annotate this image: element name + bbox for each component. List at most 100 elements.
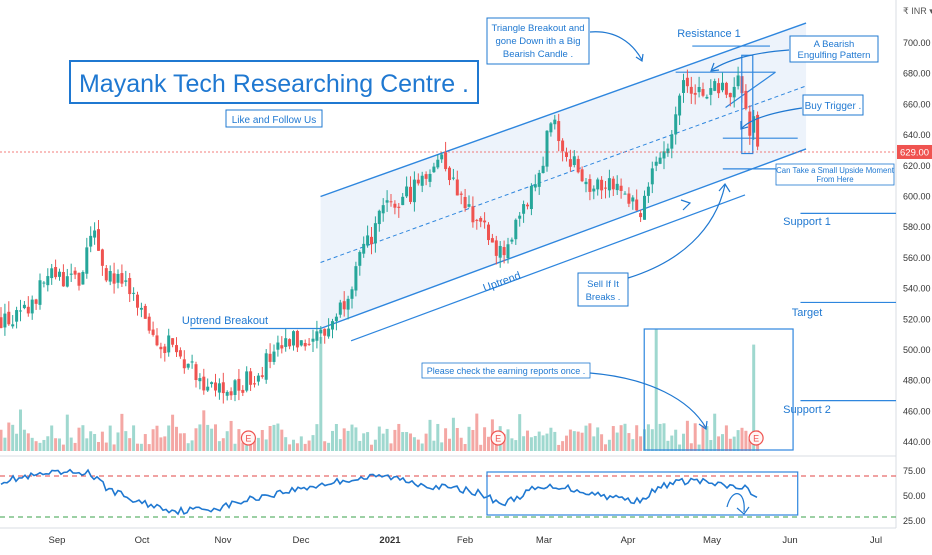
volume-bar [463,444,467,451]
volume-bar [50,425,54,451]
volume-bar [194,428,198,451]
follow-box[interactable] [225,109,323,128]
volume-bar [580,432,584,451]
candle-body [490,238,494,243]
volume-bar [198,424,202,451]
candle-body [748,111,752,136]
volume-bar [607,439,611,451]
earnings-volume-box[interactable] [643,328,794,451]
volume-bar [229,420,233,451]
uptrend-arrow-line[interactable] [350,194,746,342]
sell-note-line-2: Breaks . [586,292,621,303]
candle-body [432,166,436,173]
price-tick-label: 680.00 [903,69,931,79]
earnings-marker-label[interactable]: E [245,434,251,444]
earnings-marker[interactable]: E [240,430,257,446]
oscillator-line [0,468,758,516]
candle-body [42,282,46,284]
candle-body [272,351,276,362]
candle-body [463,196,467,209]
price-tick-label: 640.00 [903,130,931,140]
brand-title: Mayank Tech Researching Centre . [79,70,469,98]
currency-label[interactable]: ₹ INR ▾ [903,6,932,16]
price-axis[interactable]: 700.00 680.00 660.00 640.00 620.00 600.00 580.… [903,38,931,447]
earnings-marker[interactable]: E [490,430,506,446]
volume-bar [685,420,689,451]
price-tick-label: 520.00 [903,314,931,324]
volume-bar [604,444,607,451]
oscillator-range-box[interactable] [486,471,799,516]
volume-bar [748,439,752,451]
candle-body [533,184,537,188]
volume-bar [678,444,682,451]
candle-body [397,206,401,208]
volume-bar [186,443,190,451]
volume-bar [38,442,42,451]
candle-body [159,346,163,350]
volume-bar [136,443,139,451]
channel-lower-line[interactable] [320,148,807,330]
volume-bar [276,423,280,451]
channel-mid-line[interactable] [320,85,807,263]
bearish-note-box [789,35,879,63]
bearish-note-arrow [711,49,790,71]
volume-bar [697,444,701,451]
earnings-marker-label[interactable]: E [495,434,501,444]
uptrend-arrowhead [680,199,692,211]
volume-bar [342,428,346,451]
candle-body [373,223,377,244]
price-tick-label: 580.00 [903,222,931,232]
volume-bar [210,428,214,451]
earnings-marker-label[interactable]: E [753,434,759,444]
candle-body [132,292,136,294]
channel-upper-line[interactable] [320,22,807,198]
candle-body [615,183,619,191]
volume-bar [26,433,30,451]
volume-bar [58,438,61,451]
time-axis[interactable]: Sep Oct Nov Dec 2021 Feb Mar Apr May Jun Jul [49,535,883,546]
candle-body [139,307,143,310]
earnings-marker[interactable]: E [748,430,764,446]
volume-bar [611,426,615,451]
earnings-marker-circle[interactable] [748,430,764,446]
follow-prompt[interactable]: Like and Follow Us [232,115,316,126]
candle-body [689,86,693,94]
candle-body [584,181,588,185]
volume-bar [436,423,440,451]
volume-bar [557,444,561,451]
volume-bar [11,424,15,451]
volume-bar [178,433,182,451]
candle-body [97,229,100,251]
candle-body [600,179,604,191]
volume-bar [214,424,217,451]
candle-body [377,210,381,225]
price-tick-label: 600.00 [903,192,931,202]
volume-bar [412,437,416,451]
candle-body [276,342,280,350]
volume-bar [77,427,81,451]
volume-bar [393,429,397,451]
volume-bar [147,444,151,451]
volume-bar [584,425,588,451]
volume-bar [568,429,572,451]
earnings-marker-circle[interactable] [240,430,257,446]
candle-body [182,359,186,369]
volume-bar [151,429,155,451]
upside-note-line-1: Can Take a Small Upside Moment [776,166,895,175]
volume-bar [334,424,338,451]
time-tick-label: Oct [135,535,150,546]
volume-bar [619,425,623,451]
candle-body [69,273,73,275]
candle-body [643,195,646,220]
upside-note-box [775,163,895,186]
oscillator-turn-arrow [726,493,745,513]
volume-bar [440,442,444,451]
earnings-marker-circle[interactable] [490,430,506,446]
volume-bar [736,430,740,451]
oscillator-axis[interactable]: 75.00 50.00 25.00 [903,466,926,526]
volume-bar [327,442,331,451]
candle-body [650,168,654,185]
candle-body [288,339,292,347]
